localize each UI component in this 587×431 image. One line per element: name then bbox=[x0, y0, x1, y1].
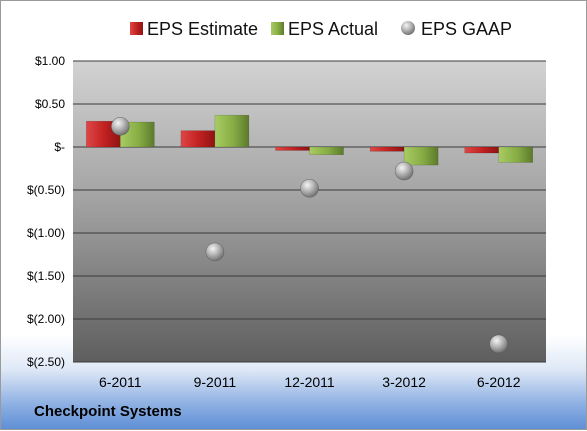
estimate-bar bbox=[180, 130, 216, 148]
gaap-point bbox=[205, 242, 225, 262]
gaap-point bbox=[111, 117, 130, 136]
legend-item-gaap: EPS GAAP bbox=[401, 19, 512, 39]
y-tick-label: $- bbox=[54, 140, 65, 154]
plot-area bbox=[73, 61, 546, 362]
legend-item-estimate: EPS Estimate bbox=[130, 19, 258, 39]
gaap-point bbox=[489, 334, 509, 354]
y-tick-label: $(2.50) bbox=[27, 355, 65, 369]
y-tick-label: $0.50 bbox=[35, 97, 65, 111]
y-tick-label: $(0.50) bbox=[27, 183, 65, 197]
y-axis-tick-labels: $1.00 $0.50 $- $(0.50) $(1.00) $(1.50) $(2.00)… bbox=[27, 54, 65, 369]
x-axis-tick-labels: 6-2011 9-2011 12-2011 3-2012 6-2012 bbox=[99, 374, 521, 390]
estimate-bar bbox=[369, 146, 405, 152]
x-tick-label: 9-2011 bbox=[194, 374, 237, 390]
company-name: Checkpoint Systems bbox=[34, 403, 182, 420]
y-tick-label: $(1.50) bbox=[27, 269, 65, 283]
x-tick-label: 3-2012 bbox=[382, 374, 426, 390]
y-tick-label: $1.00 bbox=[35, 54, 65, 68]
legend-label-actual: EPS Actual bbox=[288, 19, 378, 39]
actual-bar bbox=[214, 114, 250, 148]
gaap-points bbox=[111, 117, 509, 354]
legend-swatch-gaap bbox=[401, 21, 415, 35]
legend-swatch-actual bbox=[271, 22, 284, 35]
estimate-bar bbox=[275, 146, 310, 151]
x-tick-label: 12-2011 bbox=[284, 374, 335, 390]
x-tick-label: 6-2011 bbox=[99, 374, 142, 390]
y-tick-label: $(1.00) bbox=[27, 226, 65, 240]
actual-bar bbox=[309, 146, 344, 155]
legend: EPS Estimate EPS Actual EPS GAAP bbox=[130, 19, 512, 39]
y-tick-label: $(2.00) bbox=[27, 312, 65, 326]
actual-bar bbox=[403, 146, 439, 166]
legend-label-gaap: EPS GAAP bbox=[421, 19, 512, 39]
x-tick-label: 6-2012 bbox=[477, 374, 521, 390]
legend-label-estimate: EPS Estimate bbox=[147, 19, 258, 39]
legend-item-actual: EPS Actual bbox=[271, 19, 378, 39]
actual-bar bbox=[498, 146, 533, 163]
estimate-bar bbox=[464, 146, 499, 154]
gaap-point bbox=[394, 161, 414, 181]
gaap-point bbox=[300, 178, 319, 198]
legend-swatch-estimate bbox=[130, 22, 143, 35]
